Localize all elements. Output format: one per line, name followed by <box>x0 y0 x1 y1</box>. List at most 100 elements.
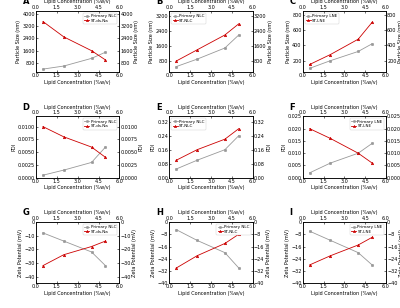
Line: Primary NLC: Primary NLC <box>42 51 107 70</box>
Line: Primary LNE: Primary LNE <box>308 43 373 70</box>
ST-LNE <box>356 151 361 155</box>
Y-axis label: Particle Size (nm): Particle Size (nm) <box>268 20 273 63</box>
Primary NLC <box>89 56 94 60</box>
Y-axis label: Zeta Potential (mV): Zeta Potential (mV) <box>266 229 270 277</box>
ST-NLC <box>174 59 179 63</box>
X-axis label: Lipid Concentration (%w/v): Lipid Concentration (%w/v) <box>311 185 378 190</box>
ST-NLC <box>174 158 179 162</box>
Line: ST-LNE: ST-LNE <box>308 236 373 266</box>
Primary NLC <box>195 238 200 242</box>
ST-NLC <box>236 127 241 131</box>
Primary LNE <box>328 238 333 242</box>
Text: C: C <box>289 0 296 6</box>
ST-LNE <box>307 127 312 131</box>
X-axis label: Lipid Concentration (%w/v): Lipid Concentration (%w/v) <box>311 291 378 296</box>
Primary NLC <box>103 145 108 149</box>
Primary NLC <box>89 250 94 254</box>
Primary NLC <box>174 167 179 171</box>
Legend: Primary NLC, ST-NLC: Primary NLC, ST-NLC <box>216 224 250 235</box>
Line: ST-NLC: ST-NLC <box>175 128 240 161</box>
Line: Primary LNE: Primary LNE <box>308 230 373 266</box>
Line: Primary LNE: Primary LNE <box>308 142 373 174</box>
ST-LNE <box>328 53 333 56</box>
ST-NLC <box>195 148 200 152</box>
Primary LNE <box>370 142 374 145</box>
Text: A: A <box>23 0 29 6</box>
Y-axis label: Particle Size (nm): Particle Size (nm) <box>134 20 139 63</box>
Primary LNE <box>307 229 312 233</box>
Line: Primary NLC: Primary NLC <box>175 134 240 170</box>
X-axis label: Lipid Concentration (%w/v): Lipid Concentration (%w/v) <box>44 210 111 216</box>
Y-axis label: Particle Size (nm): Particle Size (nm) <box>149 20 154 63</box>
Primary NLC <box>40 173 45 177</box>
ST-LNE <box>356 37 361 41</box>
Primary NLC <box>195 57 200 61</box>
ST-NLC <box>174 266 179 270</box>
ST-ds.Na <box>89 49 94 53</box>
Primary NLC <box>222 251 227 254</box>
Primary NLC <box>174 65 179 68</box>
Legend: Primary NLC, ST-ds.Na: Primary NLC, ST-ds.Na <box>83 13 117 24</box>
X-axis label: Lipid Concentration (%w/v): Lipid Concentration (%w/v) <box>311 80 378 85</box>
Primary LNE <box>356 251 361 254</box>
Primary LNE <box>356 151 361 155</box>
ST-ds.Na <box>103 239 108 243</box>
Y-axis label: Zeta Potential (mV): Zeta Potential (mV) <box>152 229 156 277</box>
X-axis label: Lipid Concentration (%w/v): Lipid Concentration (%w/v) <box>178 185 244 190</box>
Text: H: H <box>156 209 163 217</box>
ST-ds.Na <box>61 253 66 257</box>
Text: F: F <box>289 103 295 112</box>
ST-ds.Na <box>103 58 108 62</box>
Line: ST-LNE: ST-LNE <box>308 128 373 164</box>
Text: I: I <box>289 209 292 217</box>
Text: G: G <box>23 209 30 217</box>
Primary NLC <box>61 168 66 172</box>
Primary LNE <box>307 67 312 70</box>
ST-ds.Na <box>40 20 45 23</box>
Primary NLC <box>222 46 227 50</box>
Primary NLC <box>236 266 241 270</box>
X-axis label: Lipid Concentration (%w/v): Lipid Concentration (%w/v) <box>311 0 378 4</box>
X-axis label: Lipid Concentration (%w/v): Lipid Concentration (%w/v) <box>44 105 111 110</box>
Y-axis label: Particle Size (nm): Particle Size (nm) <box>286 20 291 63</box>
Y-axis label: Particle Size (nm): Particle Size (nm) <box>16 20 21 63</box>
ST-ds.Na <box>61 135 66 139</box>
Primary NLC <box>103 51 108 54</box>
Line: ST-NLC: ST-NLC <box>175 22 240 62</box>
Primary NLC <box>236 33 241 37</box>
Primary LNE <box>307 171 312 175</box>
Line: Primary NLC: Primary NLC <box>175 34 240 68</box>
Text: B: B <box>156 0 162 6</box>
ST-NLC <box>236 233 241 236</box>
X-axis label: Lipid Concentration (%w/v): Lipid Concentration (%w/v) <box>44 291 111 296</box>
Legend: Primary NLC, ST-ds.Na: Primary NLC, ST-ds.Na <box>83 224 117 235</box>
Primary NLC <box>236 134 241 137</box>
ST-NLC <box>236 22 241 26</box>
Primary NLC <box>40 67 45 71</box>
Y-axis label: Particle Size (nm): Particle Size (nm) <box>398 20 400 63</box>
ST-LNE <box>370 161 374 165</box>
Y-axis label: PDI: PDI <box>11 143 16 151</box>
ST-ds.Na <box>40 264 45 267</box>
Line: Primary NLC: Primary NLC <box>42 146 107 176</box>
Y-axis label: Zeta Potential (mV): Zeta Potential (mV) <box>399 229 400 277</box>
X-axis label: Lipid Concentration (%w/v): Lipid Concentration (%w/v) <box>44 185 111 190</box>
X-axis label: Lipid Concentration (%w/v): Lipid Concentration (%w/v) <box>178 80 244 85</box>
Primary NLC <box>61 239 66 243</box>
ST-ds.Na <box>89 145 94 149</box>
Y-axis label: Zeta Potential (mV): Zeta Potential (mV) <box>285 229 290 277</box>
Primary LNE <box>328 59 333 63</box>
Legend: Primary NLC, ST-NLC: Primary NLC, ST-NLC <box>172 119 206 130</box>
Primary NLC <box>89 160 94 164</box>
Y-axis label: PDI: PDI <box>151 143 156 151</box>
X-axis label: Lipid Concentration (%w/v): Lipid Concentration (%w/v) <box>178 0 244 4</box>
Legend: Primary NLC, ST-ds.Na: Primary NLC, ST-ds.Na <box>83 119 117 130</box>
ST-LNE <box>328 254 333 257</box>
Primary NLC <box>195 158 200 162</box>
ST-NLC <box>195 254 200 257</box>
Legend: Primary LNE, ST-LNE: Primary LNE, ST-LNE <box>350 119 384 130</box>
ST-LNE <box>370 236 374 239</box>
Primary NLC <box>103 264 108 267</box>
ST-LNE <box>328 137 333 140</box>
Y-axis label: PDI: PDI <box>139 143 144 151</box>
